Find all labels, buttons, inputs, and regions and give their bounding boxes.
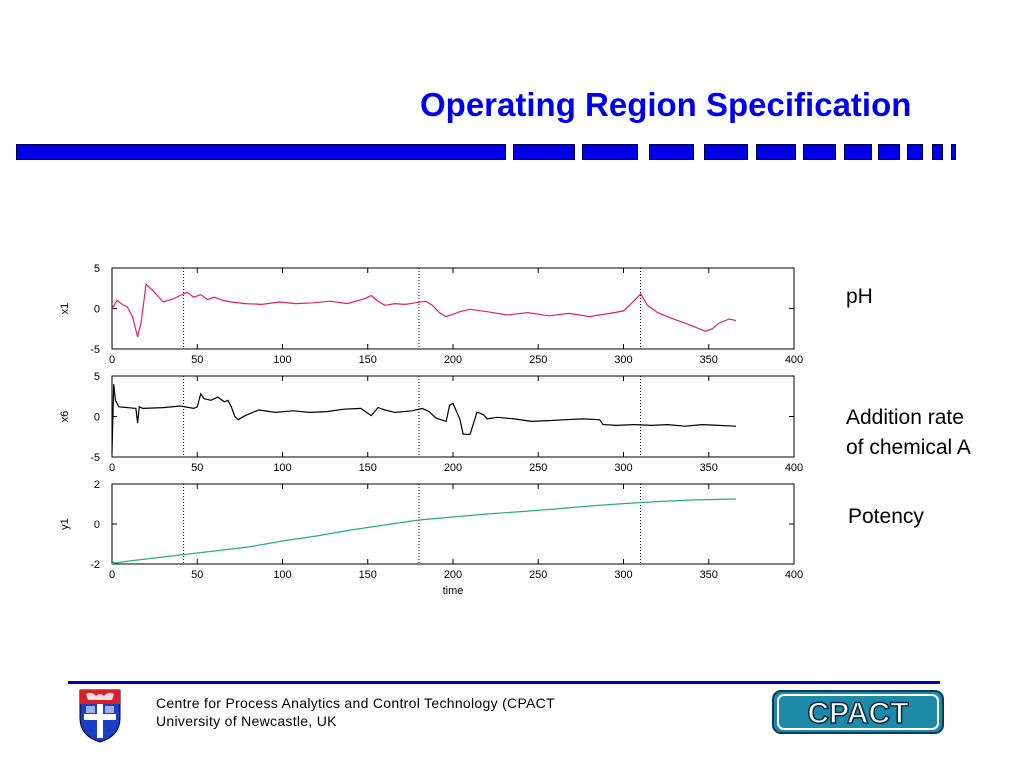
y-tick-label: -5	[90, 452, 100, 464]
title-bar-segment	[803, 144, 836, 160]
y-tick-label: 0	[94, 519, 100, 531]
title-bar-segment	[649, 144, 694, 160]
y-axis-label: x6	[59, 411, 71, 423]
series-line-x6	[111, 384, 737, 453]
x-tick-label: 250	[529, 354, 547, 366]
x-tick-label: 50	[191, 354, 203, 366]
title-bar-segment	[844, 144, 872, 160]
x-tick-label: 250	[529, 569, 547, 581]
y-tick-label: 0	[94, 412, 100, 424]
title-bar-segment	[704, 144, 748, 160]
x-tick-label: 250	[529, 462, 547, 474]
title-bar-segment	[907, 144, 923, 160]
x-tick-label: 200	[444, 354, 462, 366]
x-tick-label: 0	[109, 354, 115, 366]
x-tick-label: 0	[109, 569, 115, 581]
x-tick-label: 150	[359, 462, 377, 474]
title-bar-segment	[513, 144, 575, 160]
x-tick-label: 100	[273, 354, 291, 366]
x-tick-label: 150	[359, 569, 377, 581]
y-axis-label: y1	[59, 518, 71, 530]
title-bar-segment	[878, 144, 900, 160]
x-tick-label: 350	[700, 462, 718, 474]
x-tick-label: 150	[359, 354, 377, 366]
x-tick-label: 50	[191, 462, 203, 474]
x-tick-label: 300	[614, 462, 632, 474]
label-addition-line2: of chemical A	[846, 436, 971, 459]
series-line-y1	[111, 498, 737, 565]
y-tick-label: 2	[94, 479, 100, 491]
cpact-logo-text: CPACT	[807, 697, 908, 730]
label-ph: pH	[846, 285, 873, 308]
x-tick-label: 350	[700, 569, 718, 581]
x-tick-label: 100	[273, 462, 291, 474]
y-tick-label: 5	[94, 263, 100, 275]
x-tick-label: 400	[785, 462, 803, 474]
series-line-x1	[111, 282, 737, 338]
label-addition-rate: Addition rate of chemical A	[846, 403, 971, 463]
label-potency: Potency	[848, 505, 924, 528]
footer-divider	[68, 681, 940, 684]
footer-line2: University of Newcastle, UK	[156, 713, 337, 729]
x-tick-label: 200	[444, 569, 462, 581]
x-tick-label: 300	[614, 569, 632, 581]
title-bar-segment	[932, 144, 943, 160]
cpact-logo-icon: CPACT	[772, 690, 944, 734]
x-tick-label: 200	[444, 462, 462, 474]
x-tick-label: 0	[109, 462, 115, 474]
x-tick-label: 100	[273, 569, 291, 581]
university-crest-icon	[79, 689, 121, 743]
title-bar-segment	[951, 144, 956, 160]
x-axis-label: time	[443, 585, 464, 597]
y-tick-label: 5	[94, 371, 100, 383]
x-tick-label: 350	[700, 354, 718, 366]
y-axis-label: x1	[59, 303, 71, 315]
title-underline-bar	[16, 144, 960, 162]
slide-title: Operating Region Specification	[420, 86, 912, 123]
x-tick-label: 400	[785, 354, 803, 366]
title-bar-segment	[756, 144, 796, 160]
plot-frame	[111, 483, 795, 565]
footer-text: Centre for Process Analytics and Control…	[156, 694, 555, 730]
footer-line1: Centre for Process Analytics and Control…	[156, 695, 555, 711]
title-bar-segment	[582, 144, 638, 160]
x-tick-label: 300	[614, 354, 632, 366]
y-tick-label: 0	[94, 304, 100, 316]
label-addition-line1: Addition rate	[846, 406, 964, 429]
plot-frame	[111, 375, 795, 458]
plot-frame	[111, 267, 795, 350]
title-bar-segment	[16, 144, 506, 160]
y-tick-label: -5	[90, 344, 100, 356]
y-tick-label: -2	[90, 559, 100, 571]
x-tick-label: 400	[785, 569, 803, 581]
x-tick-label: 50	[191, 569, 203, 581]
